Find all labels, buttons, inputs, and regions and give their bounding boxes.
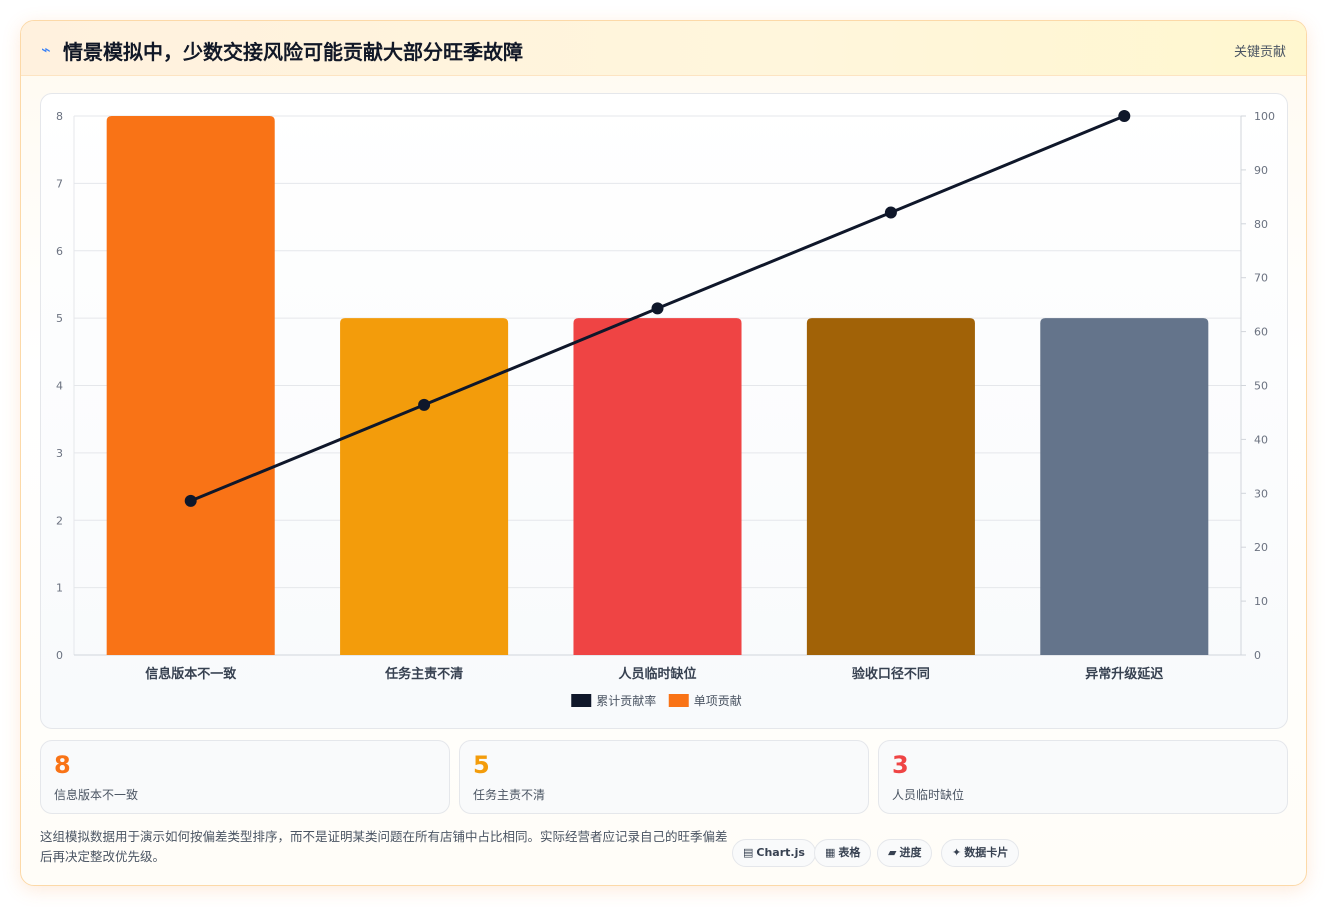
y-right-tick-label: 100 [1254,110,1275,123]
y-right-tick-label: 20 [1254,541,1268,554]
progress-icon: ▰ [888,846,897,859]
stat-label: 信息版本不一致 [54,788,139,802]
y-right-tick-label: 50 [1254,380,1268,393]
y-left-tick-label: 0 [56,649,63,662]
cumulative-point [418,398,431,411]
cumulative-point [651,302,664,315]
bar [573,318,742,655]
chip-label: 进度 [899,846,922,859]
legend-swatch [571,694,592,707]
lightning-icon: ⌁ [41,40,51,59]
x-category-label: 任务主责不清 [384,666,463,682]
stat-value: 8 [54,751,71,779]
stat-card-3: 3 人员临时缺位 [878,740,1288,814]
x-category-label: 异常升级延迟 [1085,666,1163,682]
stat-card-1: 8 信息版本不一致 [40,740,450,814]
bar [106,116,275,655]
y-left-tick-label: 6 [56,245,63,258]
y-right-tick-label: 90 [1254,164,1268,177]
chart-panel: 0 1 2 3 4 5 6 7 8 0 10 20 30 40 50 60 70 80 90 100 信息版本不一致 任务… [40,93,1288,729]
chart-card: ⌁ 情景模拟中，少数交接风险可能贡献大部分旺季故障 关键贡献 0 1 2 3 4 5 6 7 8… [20,20,1307,886]
chip-label: 表格 [838,846,861,859]
chip-chartjs[interactable]: ▤ Chart.js [732,839,816,867]
y-right-tick-label: 0 [1254,649,1261,662]
y-right-tick-label: 60 [1254,326,1268,339]
chip-label: 数据卡片 [964,846,1009,859]
chart-icon: ▤ [743,846,754,859]
legend-swatch [668,694,689,707]
x-category-label: 人员临时缺位 [618,666,696,682]
y-left-tick-label: 7 [56,177,63,190]
cumulative-point [884,206,897,219]
y-left-tick-label: 4 [56,380,63,393]
y-right-tick-label: 70 [1254,272,1268,285]
y-left-tick-label: 5 [56,312,63,325]
bar [340,318,509,655]
cumulative-point [184,494,197,507]
bar [1040,318,1209,655]
card-icon: ✦ [952,846,962,859]
x-category-label: 信息版本不一致 [145,666,237,682]
x-category-label: 验收口径不同 [852,666,930,682]
header-tag: 关键贡献 [1233,45,1286,60]
y-left-tick-label: 8 [56,110,63,123]
chip-data-card[interactable]: ✦ 数据卡片 [941,839,1020,867]
y-right-tick-label: 80 [1254,218,1268,231]
stat-label: 人员临时缺位 [892,788,965,802]
y-left-tick-label: 3 [56,447,63,460]
y-right-tick-label: 30 [1254,487,1268,500]
bar [806,318,975,655]
stat-label: 任务主责不清 [473,788,546,802]
legend-label: 单项贡献 [694,693,742,708]
y-left-tick-label: 1 [56,582,63,595]
footnote: 这组模拟数据用于演示如何按偏差类型排序，而不是证明某类问题在所有店铺中占比相同。… [40,829,728,864]
cumulative-point [1118,110,1131,122]
y-left-tick-label: 2 [56,514,63,527]
y-right-tick-label: 40 [1254,433,1268,446]
stat-value: 3 [892,751,909,779]
stat-card-2: 5 任务主责不清 [459,740,869,814]
stat-value: 5 [473,751,490,779]
legend-label: 累计贡献率 [596,693,656,708]
card-header: ⌁ 情景模拟中，少数交接风险可能贡献大部分旺季故障 关键贡献 [21,21,1306,76]
page-title: 情景模拟中，少数交接风险可能贡献大部分旺季故障 [63,40,523,64]
chip-label: Chart.js [756,846,805,859]
chip-progress[interactable]: ▰ 进度 [877,839,933,867]
chip-table[interactable]: ▦ 表格 [814,839,872,867]
y-right-tick-label: 10 [1254,595,1268,608]
table-icon: ▦ [825,846,836,859]
